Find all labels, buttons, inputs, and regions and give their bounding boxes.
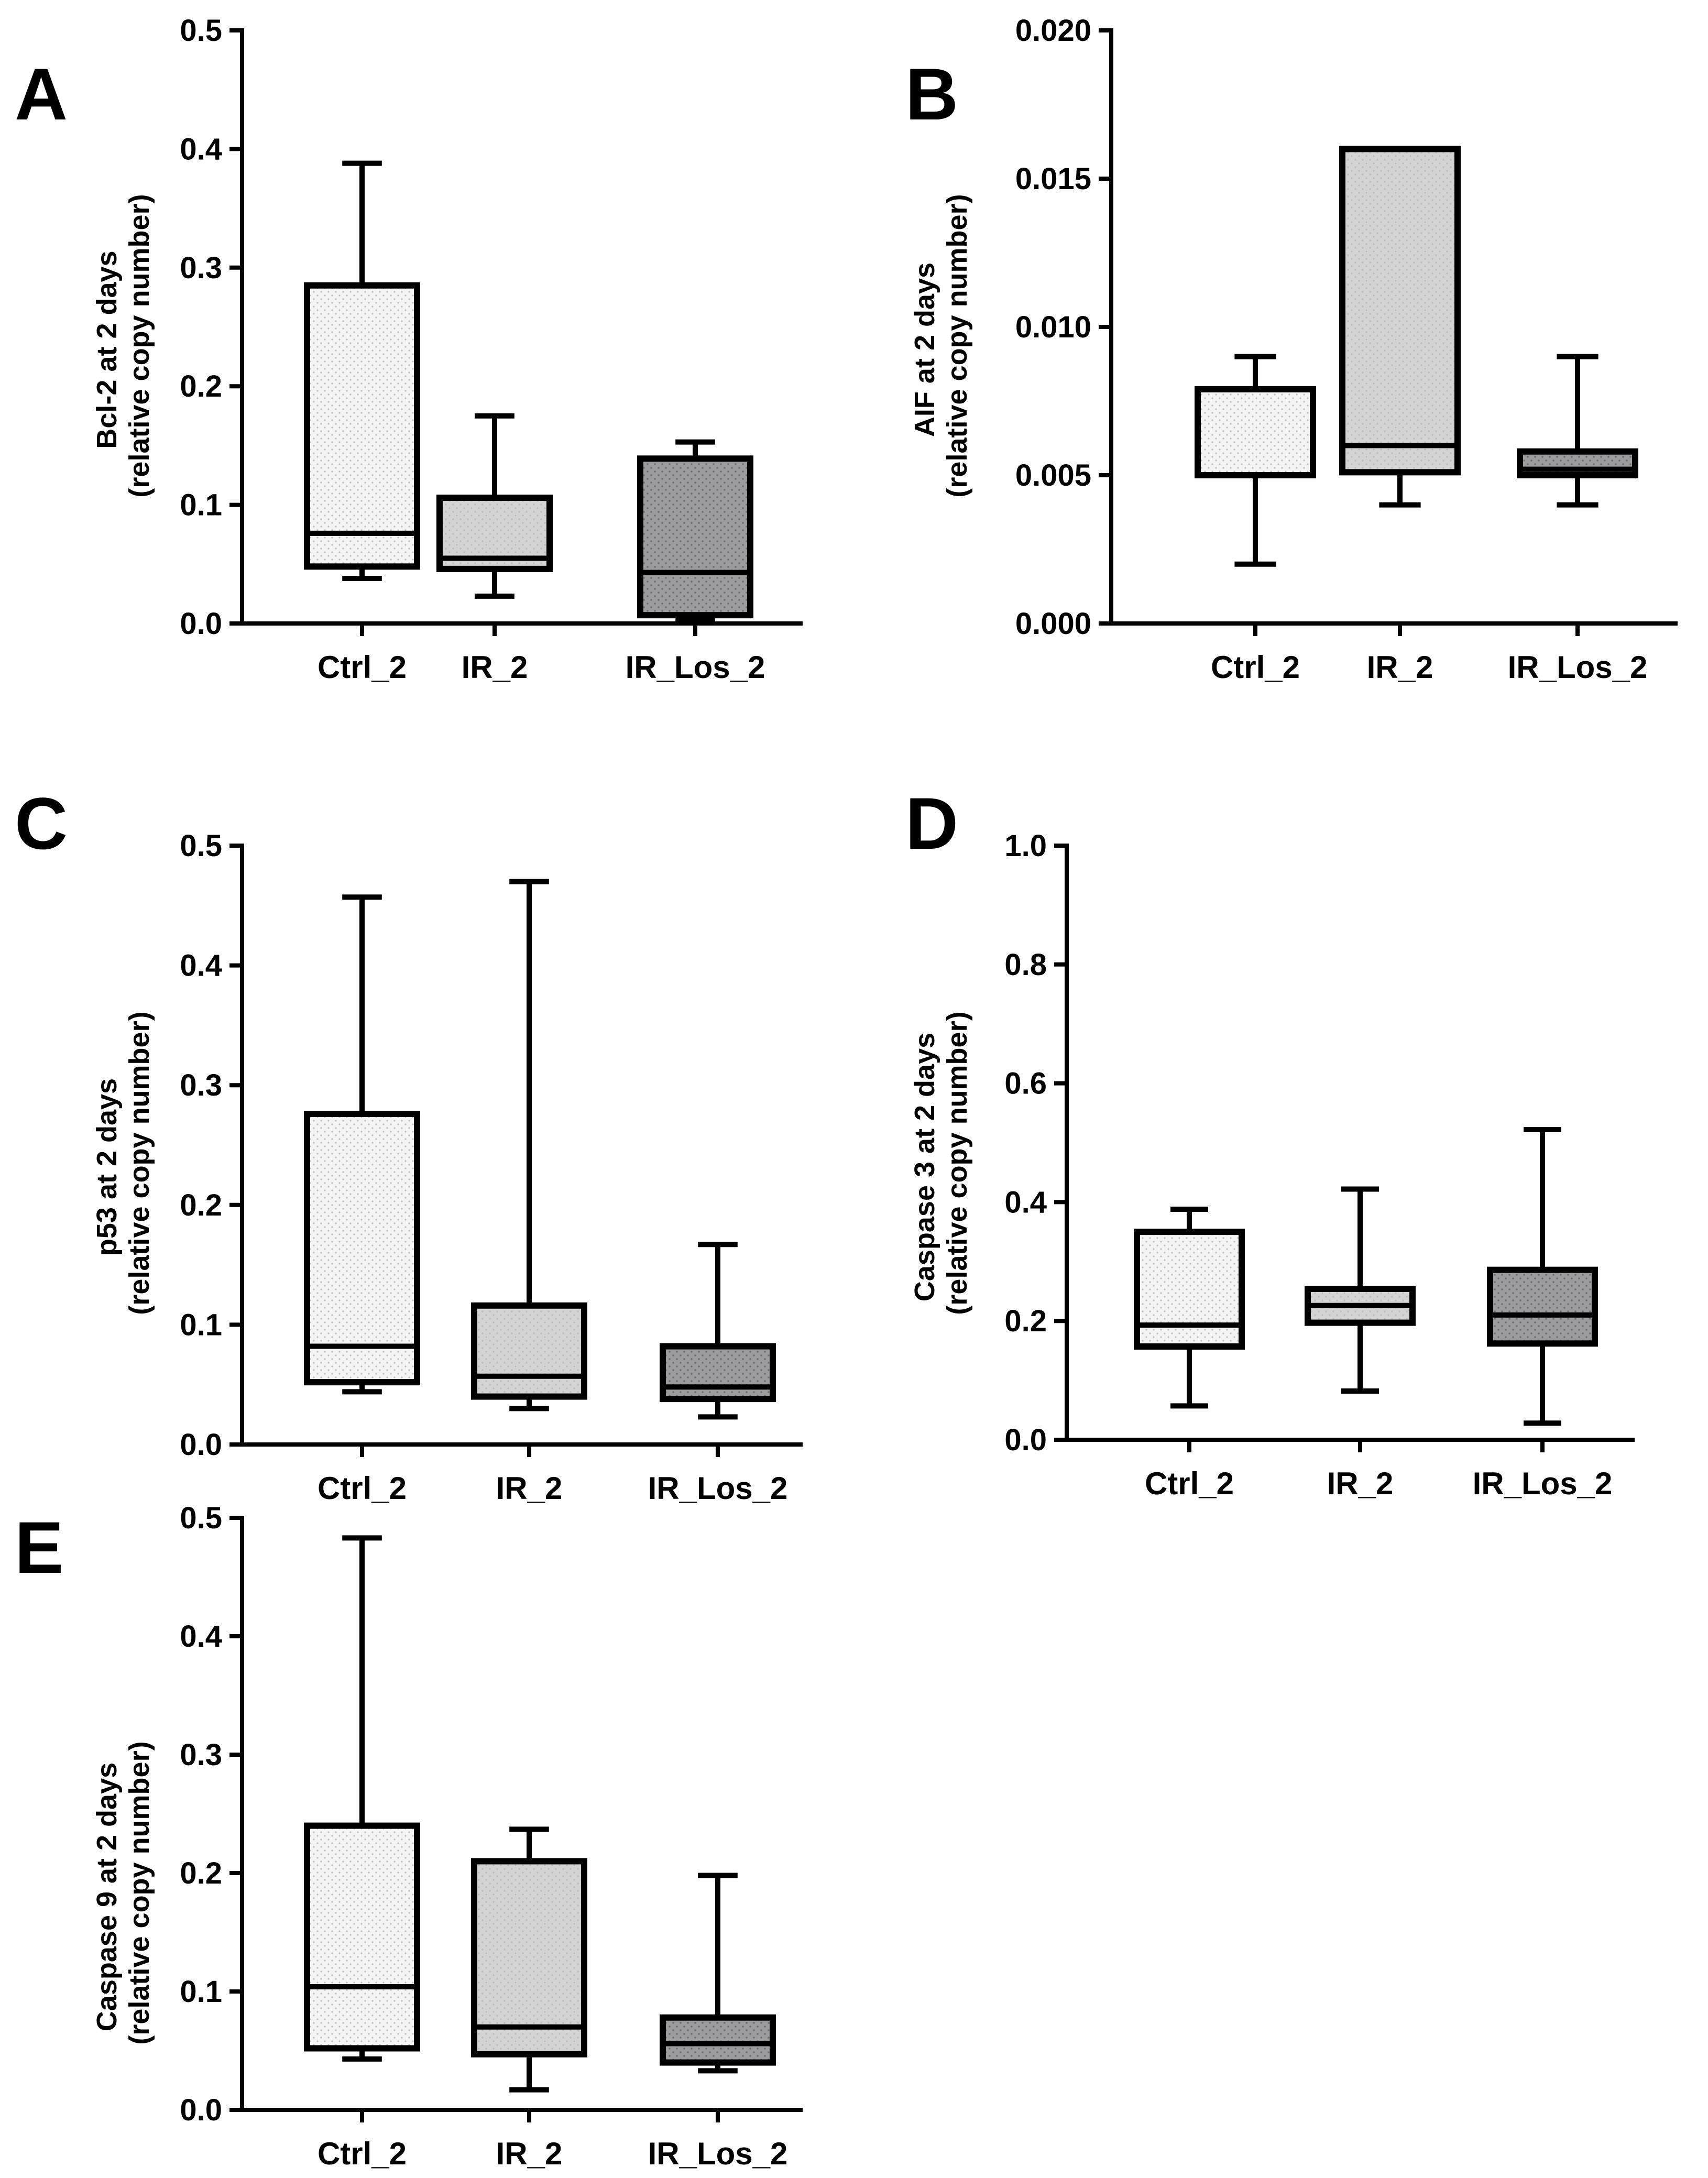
box-ir-los-2 [660,1242,776,1420]
x-category-label: IR_Los_2 [648,1471,788,1506]
x-category-label: IR_Los_2 [626,650,765,685]
y-tick-label: 0.020 [1015,14,1091,48]
box-iqr [1339,146,1461,476]
box-ir-los-2 [660,1873,776,2074]
y-tick-label: 0.4 [180,949,222,983]
y-axis-label-line-1: Bcl-2 at 2 days [91,250,123,448]
panel-letter: C [15,782,68,864]
x-category-label: IR_Los_2 [1473,1466,1613,1501]
x-category-label: Ctrl_2 [1145,1466,1234,1501]
box-ctrl-2 [1195,354,1316,567]
x-category-label: IR_2 [496,2136,563,2171]
y-tick-label: 0.8 [1004,948,1047,982]
y-axis-label-line-2: (relative copy number) [124,1011,155,1315]
y-tick-label: 0.0 [180,2093,222,2127]
x-category-label: IR_2 [1367,650,1433,685]
y-axis-label-line-1: AIF at 2 days [909,262,940,437]
panel-letter: D [905,782,958,864]
panel-letter: E [15,1506,63,1589]
box-ir-2 [436,413,553,599]
y-axis-label-line-1: p53 at 2 days [91,1078,123,1256]
y-tick-label: 0.015 [1015,162,1091,196]
box-iqr [304,1111,420,1386]
y-axis-label: Caspase 3 at 2 days (relative copy numbe… [909,1011,973,1315]
y-tick-label: 0.5 [180,829,222,863]
box-ctrl-2 [304,160,420,581]
x-category-label: Ctrl_2 [317,650,407,685]
y-tick-label: 0.000 [1015,607,1091,641]
y-tick-label: 0.4 [180,132,222,166]
y-tick-label: 0.1 [180,488,222,522]
x-category-label: Ctrl_2 [1211,650,1300,685]
y-tick-label: 0.5 [180,14,222,48]
box-ctrl-2 [304,894,420,1395]
y-axis-label-line-1: Caspase 9 at 2 days [91,1763,123,2031]
y-tick-label: 0.4 [180,1619,222,1654]
panel-a: A Bcl-2 at 2 days (relative copy number)… [15,14,803,685]
y-tick-label: 0.6 [1004,1067,1047,1101]
box-ir-los-2 [1517,354,1638,508]
y-tick-label: 0.2 [180,1856,222,1890]
box-ir-los-2 [637,439,753,621]
y-tick-label: 0.005 [1015,458,1091,492]
box-iqr [1487,1266,1598,1347]
panel-d: D Caspase 3 at 2 days (relative copy num… [905,782,1635,1501]
y-axis-label: Bcl-2 at 2 days (relative copy number) [91,194,155,497]
y-tick-label: 0.2 [1004,1304,1047,1338]
y-axis-label-line-2: (relative copy number) [124,1741,155,2044]
box-ir-2 [471,879,587,1411]
box-iqr [660,2014,776,2066]
y-tick-label: 0.3 [180,1738,222,1772]
box-iqr [1134,1229,1245,1350]
x-category-label: IR_Los_2 [1508,650,1648,685]
x-category-label: Ctrl_2 [317,2136,407,2171]
box-ir-2 [1305,1186,1416,1394]
x-category-label: IR_Los_2 [648,2136,788,2171]
y-axis-label: Caspase 9 at 2 days (relative copy numbe… [91,1741,155,2044]
y-tick-label: 0.0 [180,607,222,641]
panel-c: C p53 at 2 days (relative copy number) 0… [15,782,803,1506]
box-iqr [471,1302,587,1400]
x-category-label: IR_2 [1327,1466,1394,1501]
x-category-label: IR_2 [496,1471,563,1506]
panel-e: E Caspase 9 at 2 days (relative copy num… [15,1501,803,2171]
y-tick-label: 0.3 [180,1068,222,1102]
box-iqr [304,282,420,570]
y-axis-label-line-2: (relative copy number) [941,1011,973,1315]
y-tick-label: 0.1 [180,1308,222,1342]
box-ctrl-2 [304,1535,420,2062]
box-iqr [660,1343,776,1403]
y-axis-label-line-2: (relative copy number) [941,194,973,497]
y-axis-label: AIF at 2 days (relative copy number) [909,194,973,497]
box-ir-2 [1339,146,1461,508]
box-iqr [637,455,753,619]
y-tick-label: 0.5 [180,1501,222,1535]
box-ir-los-2 [1487,1127,1598,1426]
box-iqr [1195,386,1316,478]
y-tick-label: 0.3 [180,251,222,285]
y-axis-label-line-2: (relative copy number) [124,194,155,497]
box-ir-2 [471,1826,587,2093]
x-category-label: IR_2 [462,650,528,685]
y-tick-label: 0.0 [1004,1423,1047,1457]
y-axis-label: p53 at 2 days (relative copy number) [91,1011,155,1315]
y-tick-label: 0.4 [1004,1185,1047,1219]
y-tick-label: 1.0 [1004,829,1047,863]
y-tick-label: 0.2 [180,369,222,403]
y-tick-label: 0.2 [180,1188,222,1222]
panel-letter: A [15,53,68,135]
y-axis-label-line-1: Caspase 3 at 2 days [909,1033,940,1301]
panel-letter: B [905,53,958,135]
y-tick-label: 0.010 [1015,310,1091,344]
y-tick-label: 0.0 [180,1428,222,1462]
panel-b: B AIF at 2 days (relative copy number) 0… [905,14,1678,685]
y-tick-label: 0.1 [180,1975,222,2009]
box-ctrl-2 [1134,1207,1245,1409]
x-category-label: Ctrl_2 [317,1471,407,1506]
box-iqr [471,1858,587,2057]
box-iqr [304,1822,420,2052]
